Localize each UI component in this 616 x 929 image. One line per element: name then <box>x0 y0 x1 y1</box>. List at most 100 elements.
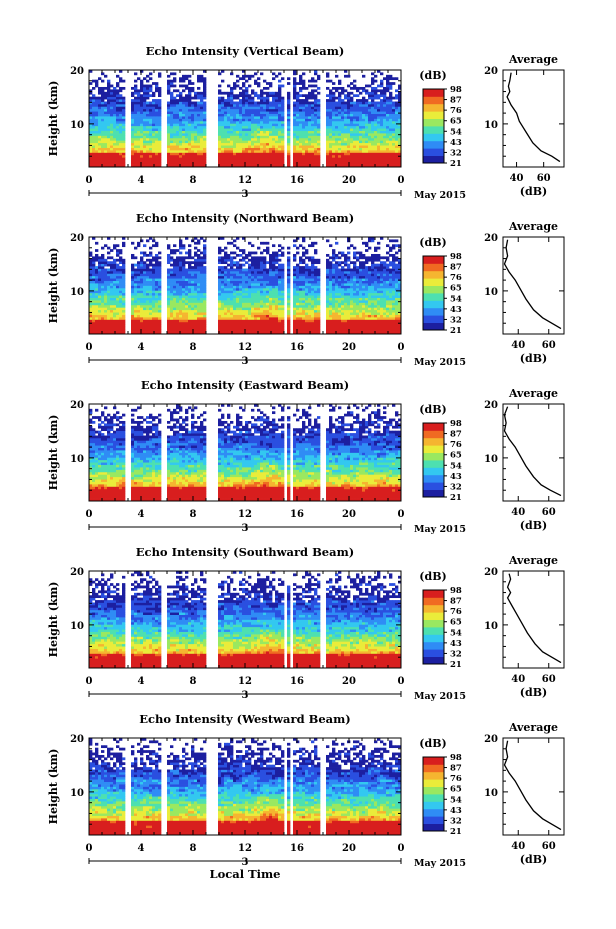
heatmap-cell <box>398 94 402 98</box>
heatmap-cell <box>173 275 177 279</box>
heatmap-cell <box>230 275 234 279</box>
heatmap-cell <box>188 111 192 114</box>
heatmap-cell <box>104 329 108 332</box>
heatmap-cell <box>353 135 357 139</box>
heatmap-cell <box>146 270 150 274</box>
heatmap-cell <box>269 287 273 291</box>
heatmap-cell <box>182 142 186 146</box>
heatmap-cell <box>140 94 144 98</box>
heatmap-cell <box>386 154 390 158</box>
heatmap-cell <box>326 128 330 131</box>
heatmap-cell <box>185 140 189 144</box>
heatmap-cell <box>233 145 237 148</box>
heatmap-cell <box>101 321 105 325</box>
heatmap-cell <box>245 130 249 134</box>
heatmap-cell <box>245 157 249 161</box>
heatmap-cell <box>365 120 369 124</box>
heatmap-cell <box>371 106 375 110</box>
heatmap-cell <box>146 326 150 330</box>
heatmap-cell <box>365 111 369 114</box>
heatmap-cell <box>155 278 159 281</box>
heatmap-cell <box>227 133 231 136</box>
heatmap-cell <box>107 154 111 158</box>
heatmap-cell <box>236 133 240 136</box>
heatmap-cell <box>143 275 147 279</box>
heatmap-cell <box>89 150 93 153</box>
heatmap-cell <box>329 94 333 98</box>
heatmap-cell <box>227 312 231 315</box>
heatmap-cell <box>224 295 228 298</box>
heatmap-cell <box>374 130 378 134</box>
heatmap-cell <box>239 128 243 131</box>
heatmap-cell <box>275 113 279 117</box>
heatmap-cell <box>395 103 399 107</box>
heatmap-cell <box>149 295 153 298</box>
heatmap-cell <box>113 89 117 93</box>
heatmap-cell <box>248 111 252 114</box>
heatmap-cell <box>104 130 108 134</box>
heatmap-cell <box>350 106 354 110</box>
heatmap-cell <box>143 319 147 323</box>
heatmap-cell <box>233 287 237 291</box>
heatmap-cell <box>200 142 204 146</box>
heatmap-cell <box>110 312 114 315</box>
heatmap-cell <box>338 164 342 168</box>
heatmap-cell <box>131 159 135 163</box>
heatmap-cell <box>392 154 396 158</box>
heatmap-cell <box>107 130 111 134</box>
heatmap-cell <box>179 123 183 127</box>
heatmap-cell <box>260 326 264 330</box>
heatmap-cell <box>296 106 300 110</box>
heatmap-cell <box>146 287 150 291</box>
heatmap-cell <box>305 152 309 156</box>
heatmap-cell <box>101 116 105 119</box>
heatmap-cell <box>182 77 186 81</box>
heatmap-cell <box>317 152 321 156</box>
heatmap-cell <box>92 116 96 119</box>
heatmap-cell <box>359 145 363 148</box>
heatmap-cell <box>257 326 261 330</box>
heatmap-cell <box>95 287 99 291</box>
heatmap-cell <box>272 244 276 248</box>
heatmap-cell <box>263 278 267 281</box>
heatmap-cell <box>263 321 267 325</box>
heatmap-cell <box>98 116 102 119</box>
heatmap-cell <box>257 278 261 281</box>
heatmap-cell <box>89 140 93 144</box>
heatmap-cell <box>170 123 174 127</box>
heatmap-cell <box>332 111 336 114</box>
heatmap-cell <box>353 164 357 168</box>
heatmap-cell <box>329 123 333 127</box>
heatmap-cell <box>122 164 126 168</box>
heatmap-cell <box>281 133 285 136</box>
heatmap-cell <box>152 162 156 165</box>
heatmap-cell <box>110 116 114 119</box>
heatmap-cell <box>176 128 180 131</box>
heatmap-cell <box>113 304 117 308</box>
heatmap-cell <box>311 120 315 124</box>
heatmap-cell <box>203 324 207 328</box>
heatmap-cell <box>278 120 282 124</box>
heatmap-cell <box>248 84 252 88</box>
heatmap-cell <box>326 147 330 151</box>
heatmap-cell <box>242 120 246 124</box>
heatmap-cell <box>119 70 123 73</box>
heatmap-cell <box>98 91 102 95</box>
heatmap-cell <box>104 128 108 131</box>
heatmap-cell <box>188 89 192 93</box>
heatmap-cell <box>89 275 93 279</box>
heatmap-cell <box>227 103 231 107</box>
heatmap-cell <box>173 99 177 102</box>
heatmap-cell <box>230 268 234 272</box>
heatmap-cell <box>110 273 114 277</box>
colorbar-segment <box>423 148 444 156</box>
heatmap-cell <box>260 159 264 163</box>
heatmap-cell <box>392 106 396 110</box>
heatmap-cell <box>335 89 339 93</box>
heatmap-cell <box>365 113 369 117</box>
heatmap-cell <box>341 133 345 136</box>
heatmap-cell <box>158 152 162 156</box>
heatmap-cell <box>224 101 228 105</box>
heatmap-cell <box>134 283 138 286</box>
heatmap-cell <box>353 108 357 112</box>
